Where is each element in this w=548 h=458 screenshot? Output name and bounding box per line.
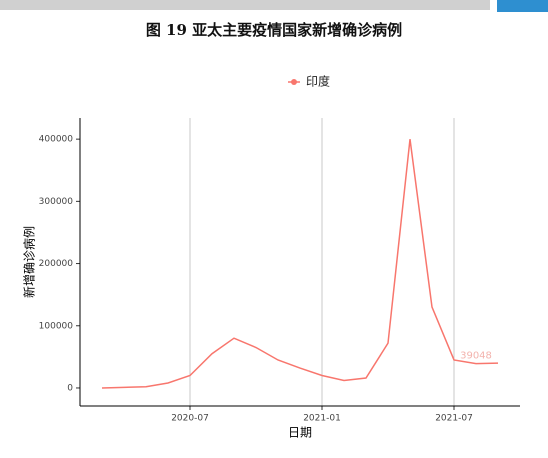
- x-tick-label: 2021-01: [303, 414, 341, 424]
- y-tick-label: 300000: [39, 197, 74, 207]
- header-bar: [0, 0, 490, 10]
- header-tab: [497, 0, 548, 12]
- chart-title: 图 19 亚太主要疫情国家新增确诊病例: [146, 21, 402, 39]
- y-tick-label: 100000: [39, 321, 74, 331]
- value-label: 39048: [460, 351, 492, 362]
- x-axis-title: 日期: [288, 426, 312, 440]
- x-tick-label: 2020-07: [171, 414, 209, 424]
- y-tick-label: 400000: [39, 135, 74, 145]
- y-axis-title: 新增确诊病例: [22, 226, 37, 298]
- y-tick-label: 0: [67, 383, 73, 393]
- legend-label: 印度: [306, 74, 330, 89]
- line: [101, 139, 499, 389]
- legend-marker: [291, 79, 297, 85]
- x-tick-label: 2021-07: [435, 414, 473, 424]
- y-tick-label: 200000: [39, 259, 74, 269]
